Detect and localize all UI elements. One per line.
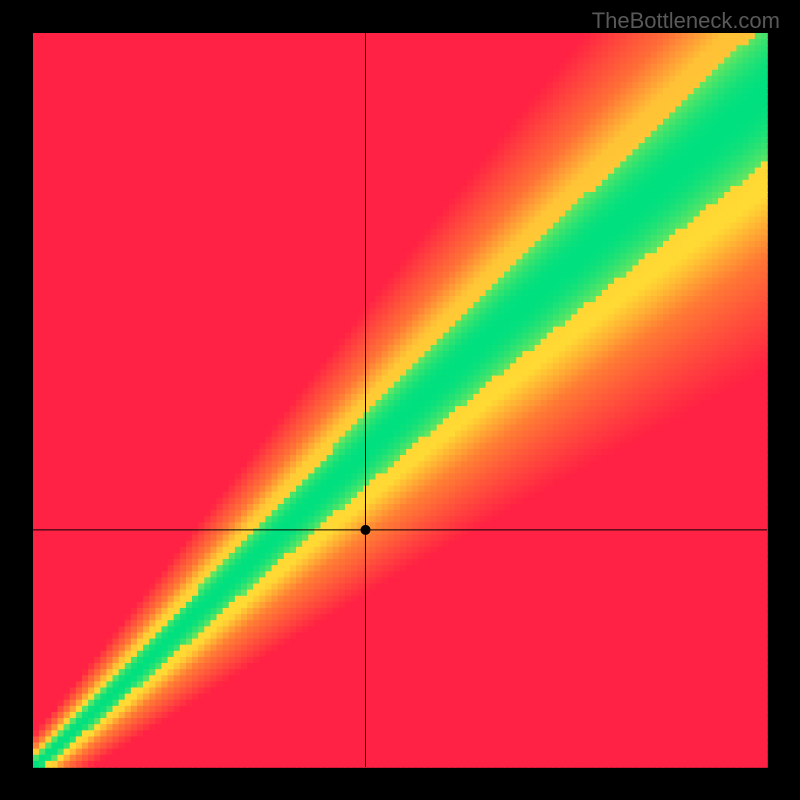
chart-container: TheBottleneck.com [0, 0, 800, 800]
crosshair-dot [361, 525, 371, 535]
watermark-text: TheBottleneck.com [592, 8, 780, 34]
bottleneck-heatmap [0, 0, 800, 800]
